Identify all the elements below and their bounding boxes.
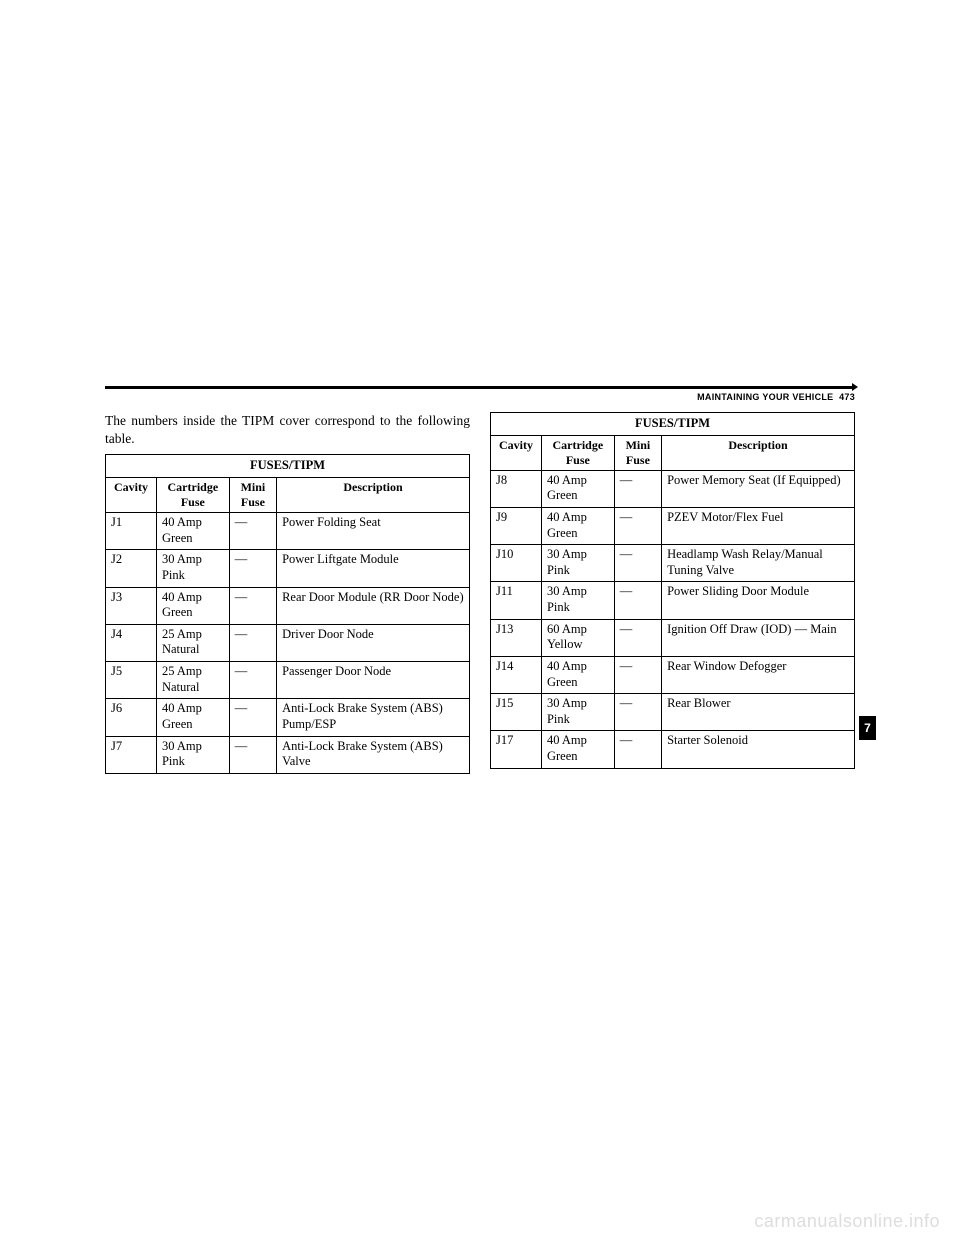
table-cell: J2 <box>106 550 157 587</box>
table-cell: Driver Door Node <box>277 624 470 661</box>
table-row: J1130 Amp Pink—Power Sliding Door Module <box>491 582 855 619</box>
table-cell: Power Sliding Door Module <box>662 582 855 619</box>
table-cell: J3 <box>106 587 157 624</box>
table-cell: J17 <box>491 731 542 768</box>
table-cell: 30 Amp Pink <box>156 550 229 587</box>
table-cell: J4 <box>106 624 157 661</box>
col-cavity: Cavity <box>106 478 157 513</box>
table-cell: J11 <box>491 582 542 619</box>
table-cell: Power Folding Seat <box>277 513 470 550</box>
table-cell: Rear Window Defogger <box>662 656 855 693</box>
col-cartridge: Cartridge Fuse <box>541 435 614 470</box>
table-cell: J13 <box>491 619 542 656</box>
col-description: Description <box>277 478 470 513</box>
right-column: FUSES/TIPM Cavity Cartridge Fuse Mini Fu… <box>490 412 855 774</box>
col-mini: Mini Fuse <box>614 435 661 470</box>
table-row: J425 Amp Natural—Driver Door Node <box>106 624 470 661</box>
table-cell: 40 Amp Green <box>156 699 229 736</box>
table-cell: 25 Amp Natural <box>156 662 229 699</box>
watermark: carmanualsonline.info <box>754 1211 940 1232</box>
table-row: J840 Amp Green—Power Memory Seat (If Equ… <box>491 470 855 507</box>
table-cell: — <box>614 656 661 693</box>
table-cell: — <box>229 550 276 587</box>
table-cell: PZEV Motor/Flex Fuel <box>662 507 855 544</box>
table-cell: 30 Amp Pink <box>541 582 614 619</box>
table-cell: — <box>614 619 661 656</box>
table-cell: Anti-Lock Brake System (ABS) Valve <box>277 736 470 773</box>
col-mini: Mini Fuse <box>229 478 276 513</box>
table-cell: J8 <box>491 470 542 507</box>
table-cell: — <box>229 662 276 699</box>
table-cell: Power Liftgate Module <box>277 550 470 587</box>
table-cell: J1 <box>106 513 157 550</box>
col-cavity: Cavity <box>491 435 542 470</box>
table-row: J1440 Amp Green—Rear Window Defogger <box>491 656 855 693</box>
left-tbody: J140 Amp Green—Power Folding SeatJ230 Am… <box>106 513 470 774</box>
page-content: The numbers inside the TIPM cover corres… <box>105 390 855 774</box>
table-cell: J10 <box>491 545 542 582</box>
table-row: J1530 Amp Pink—Rear Blower <box>491 694 855 731</box>
section-tab: 7 <box>859 716 876 740</box>
table-row: J230 Amp Pink—Power Liftgate Module <box>106 550 470 587</box>
table-cell: 60 Amp Yellow <box>541 619 614 656</box>
table-title: FUSES/TIPM <box>106 455 470 478</box>
table-cell: J15 <box>491 694 542 731</box>
table-cell: — <box>614 731 661 768</box>
table-cell: 40 Amp Green <box>541 470 614 507</box>
table-row: J1360 Amp Yellow—Ignition Off Draw (IOD)… <box>491 619 855 656</box>
table-cell: 25 Amp Natural <box>156 624 229 661</box>
table-cell: 40 Amp Green <box>541 731 614 768</box>
right-tbody: J840 Amp Green—Power Memory Seat (If Equ… <box>491 470 855 768</box>
left-column: The numbers inside the TIPM cover corres… <box>105 412 470 774</box>
table-cell: — <box>229 624 276 661</box>
table-cell: Power Memory Seat (If Equipped) <box>662 470 855 507</box>
table-row: J1740 Amp Green—Starter Solenoid <box>491 731 855 768</box>
table-row: J340 Amp Green—Rear Door Module (RR Door… <box>106 587 470 624</box>
table-cell: — <box>229 513 276 550</box>
table-cell: 30 Amp Pink <box>156 736 229 773</box>
table-cell: 40 Amp Green <box>541 507 614 544</box>
table-row: J525 Amp Natural—Passenger Door Node <box>106 662 470 699</box>
table-cell: — <box>614 694 661 731</box>
table-cell: — <box>614 582 661 619</box>
table-cell: — <box>229 587 276 624</box>
table-cell: J6 <box>106 699 157 736</box>
table-cell: J9 <box>491 507 542 544</box>
table-cell: J7 <box>106 736 157 773</box>
table-cell: 40 Amp Green <box>156 513 229 550</box>
table-row: J640 Amp Green—Anti-Lock Brake System (A… <box>106 699 470 736</box>
table-cell: Passenger Door Node <box>277 662 470 699</box>
table-cell: Rear Blower <box>662 694 855 731</box>
table-cell: Anti-Lock Brake System (ABS) Pump/ESP <box>277 699 470 736</box>
col-cartridge: Cartridge Fuse <box>156 478 229 513</box>
table-cell: Ignition Off Draw (IOD) — Main <box>662 619 855 656</box>
table-row: J730 Amp Pink—Anti-Lock Brake System (AB… <box>106 736 470 773</box>
fuses-table-left: FUSES/TIPM Cavity Cartridge Fuse Mini Fu… <box>105 454 470 773</box>
table-cell: Starter Solenoid <box>662 731 855 768</box>
table-cell: — <box>614 507 661 544</box>
intro-text: The numbers inside the TIPM cover corres… <box>105 412 470 448</box>
table-cell: J5 <box>106 662 157 699</box>
table-cell: — <box>614 545 661 582</box>
table-cell: Rear Door Module (RR Door Node) <box>277 587 470 624</box>
table-cell: 30 Amp Pink <box>541 545 614 582</box>
header-rule <box>105 386 855 389</box>
table-cell: 30 Amp Pink <box>541 694 614 731</box>
table-cell: — <box>229 699 276 736</box>
table-cell: 40 Amp Green <box>156 587 229 624</box>
table-cell: — <box>614 470 661 507</box>
table-row: J940 Amp Green—PZEV Motor/Flex Fuel <box>491 507 855 544</box>
table-cell: Headlamp Wash Relay/Manual Tuning Valve <box>662 545 855 582</box>
table-cell: 40 Amp Green <box>541 656 614 693</box>
table-title: FUSES/TIPM <box>491 413 855 436</box>
table-cell: J14 <box>491 656 542 693</box>
fuses-table-right: FUSES/TIPM Cavity Cartridge Fuse Mini Fu… <box>490 412 855 769</box>
table-row: J140 Amp Green—Power Folding Seat <box>106 513 470 550</box>
table-row: J1030 Amp Pink—Headlamp Wash Relay/Manua… <box>491 545 855 582</box>
table-cell: — <box>229 736 276 773</box>
col-description: Description <box>662 435 855 470</box>
